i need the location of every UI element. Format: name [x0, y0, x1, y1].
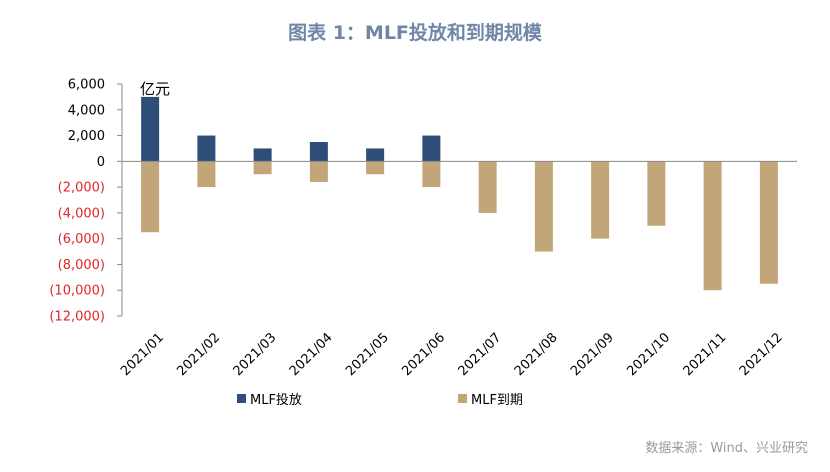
y-tick-label: (2,000): [58, 181, 105, 196]
legend: MLF投放 MLF到期: [237, 392, 523, 408]
y-tick-label: 4,000: [68, 103, 105, 118]
bar-mlf-maturity-2021-11: [703, 161, 722, 291]
x-tick-label: 2021/07: [456, 330, 505, 379]
x-axis: 2021/01 2021/02 2021/03 2021/04 2021/05 2021/…: [118, 160, 797, 379]
bar-mlf-maturity-2021-04: [309, 161, 328, 182]
x-tick-label: 2021/05: [343, 330, 392, 379]
bar-mlf-maturity-2021-09: [591, 161, 610, 239]
bar-mlf-maturity-2021-07: [478, 161, 497, 213]
bar-mlf-injection-2021-02: [197, 135, 216, 162]
x-tick-label: 2021/12: [737, 330, 786, 379]
y-tick-label: 6,000: [68, 78, 105, 93]
bar-mlf-injection-2021-05: [366, 148, 385, 162]
y-tick-label: (4,000): [58, 206, 105, 221]
bar-mlf-maturity-2021-12: [759, 161, 778, 284]
legend-swatch: [458, 394, 467, 403]
x-tick-label: 2021/03: [231, 330, 280, 379]
y-tick-label: (12,000): [49, 310, 105, 325]
x-tick-label: 2021/06: [399, 330, 448, 379]
bar-mlf-injection-2021-04: [309, 142, 328, 162]
x-tick-label: 2021/10: [624, 330, 673, 379]
y-tick-label: 2,000: [68, 129, 105, 144]
y-tick-label: 0: [97, 155, 105, 170]
bar-mlf-maturity-2021-02: [197, 161, 216, 188]
bar-mlf-injection-2021-03: [253, 148, 272, 162]
legend-swatch: [237, 394, 246, 403]
bar-mlf-injection-2021-06: [422, 135, 441, 162]
source-note: 数据来源：Wind、兴业研究: [645, 441, 808, 456]
bar-mlf-maturity-2021-10: [647, 161, 666, 226]
y-tick-label: (6,000): [58, 232, 105, 247]
bar-mlf-maturity-2021-03: [253, 161, 272, 175]
bar-mlf-maturity-2021-05: [366, 161, 385, 175]
bar-mlf-maturity-2021-01: [141, 161, 160, 233]
x-tick-label: 2021/04: [287, 330, 336, 379]
bar-mlf-injection-2021-01: [141, 96, 160, 162]
x-tick-label: 2021/02: [174, 330, 223, 379]
x-tick-label: 2021/11: [681, 330, 730, 379]
legend-label: MLF到期: [471, 393, 523, 408]
x-tick-label: 2021/08: [512, 330, 561, 379]
y-tick-label: (8,000): [58, 258, 105, 273]
bars: [141, 96, 778, 291]
chart-title: 图表 1：MLF投放和到期规模: [288, 21, 543, 44]
unit-label: 亿元: [140, 80, 170, 98]
x-tick-label: 2021/09: [568, 330, 617, 379]
bar-mlf-maturity-2021-06: [422, 161, 441, 188]
y-tick-label: (10,000): [49, 284, 105, 299]
y-axis: 6,000 4,000 2,000 0 (2,000) (4,000) (6,000) (8,…: [49, 78, 123, 325]
bar-mlf-maturity-2021-08: [534, 161, 553, 252]
legend-label: MLF投放: [250, 392, 302, 408]
x-tick-label: 2021/01: [118, 330, 167, 379]
